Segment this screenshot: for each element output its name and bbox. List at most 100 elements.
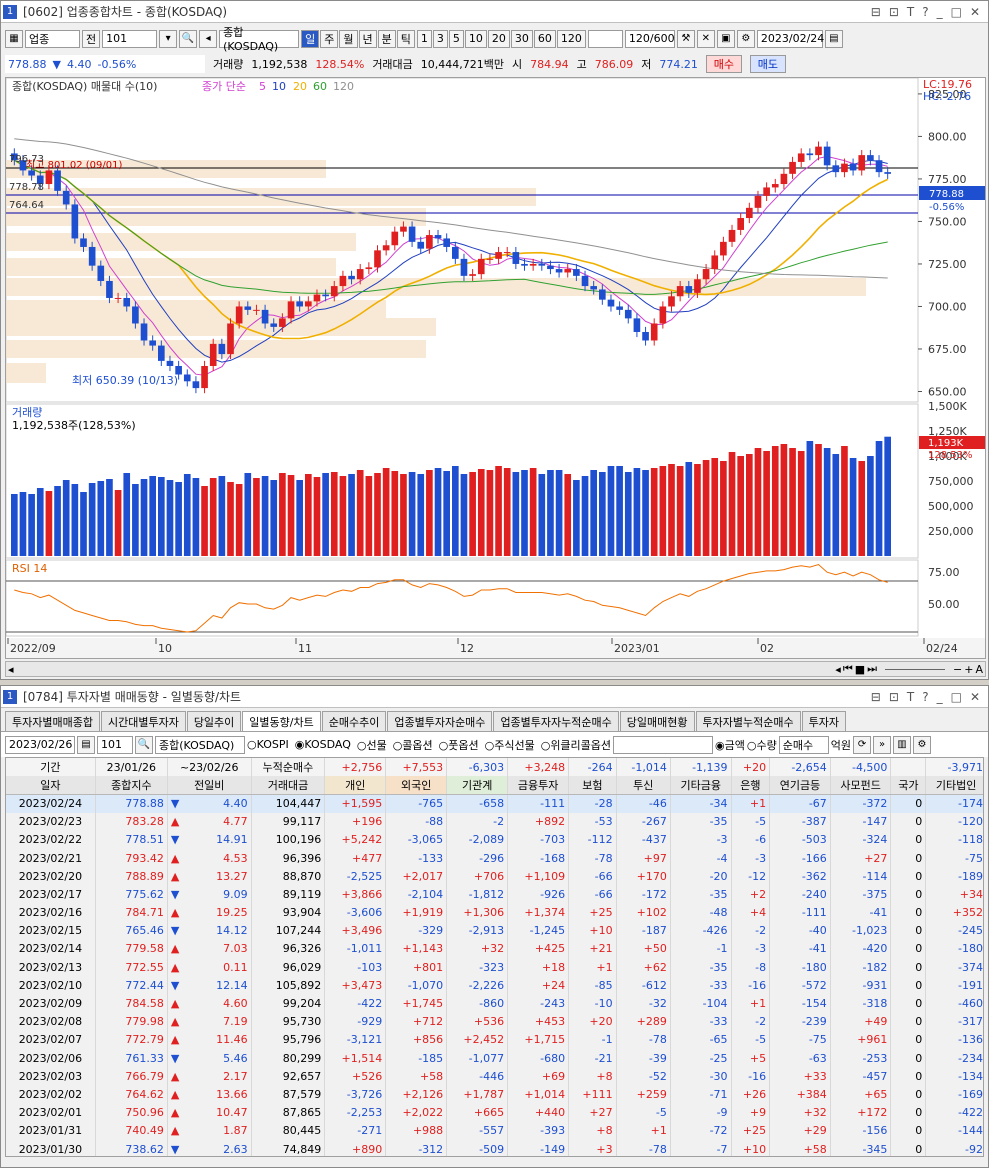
dropdown-icon[interactable]: ▾ [159,29,178,48]
table-row[interactable]: 2023/02/07 772.79 ▲ 11.46 95,796 -3,121 +856 +2… [6,1030,983,1049]
flow-tab[interactable]: 투자자별매매종합 [5,711,100,731]
table-row[interactable]: 2023/02/14 779.58 ▲ 7.03 96,326 -1,011 +1,143 +… [6,939,983,959]
cursor-icon[interactable]: ✕ [696,29,715,48]
link-icon[interactable]: ⊟ [870,689,881,704]
column-header[interactable]: 일자 [6,776,96,795]
period-button[interactable]: 월 [339,29,358,48]
chart-scrollbar[interactable]: ◂ ◂ ⏮ ■ ⏭ − + A [5,661,986,677]
flow-tab[interactable]: 투자자별누적순매수 [695,711,801,731]
table-row[interactable]: 2023/02/21 793.42 ▲ 4.53 96,396 +477 -133 -296-… [6,848,983,868]
minimize-icon[interactable]: _ [936,689,943,704]
table-row[interactable]: 2023/02/08 779.98 ▲ 7.19 95,730 -929 +712 +536 +… [6,1012,983,1031]
flow-tab[interactable]: 당일추이 [186,711,242,731]
minute-button[interactable]: 3 [432,29,448,48]
flow-tab[interactable]: 당일매매현황 [619,711,695,731]
table-row[interactable]: 2023/02/23 783.28 ▲ 4.77 99,117 +196 -88 -2 +892… [6,812,983,831]
next-page-icon[interactable]: » [873,735,892,754]
tool-icon[interactable]: ⚒ [676,29,695,48]
table-row[interactable]: 2023/02/24 778.88 ▼ 4.40 104,447 +1,595 -765 -6… [6,794,983,813]
period-button[interactable]: 일 [301,29,320,48]
market-radio[interactable]: ○KOSPI [247,738,289,751]
market-radio[interactable]: ○콜옵션 [392,738,433,752]
all-button[interactable]: 전 [82,29,101,48]
close-icon[interactable]: ✕ [969,689,980,704]
period-button[interactable]: 주 [320,29,339,48]
gear-icon[interactable]: ⚙ [736,29,755,48]
period-button[interactable]: 년 [358,29,377,48]
minute-button[interactable]: 120 [556,29,586,48]
mode-select[interactable]: 순매수 [778,735,829,754]
chart-icon[interactable]: ▥ [893,735,912,754]
minute-button[interactable]: 1 [416,29,432,48]
sector-select[interactable]: 업종 [25,29,80,48]
table-row[interactable]: 2023/01/31 740.49 ▲ 1.87 80,445 -271 +988 -557-… [6,1121,983,1140]
market-radio[interactable]: ○위클리콜옵션 [540,738,612,752]
flow-tab[interactable]: 일별동향/차트 [242,711,321,731]
sell-button[interactable]: 매도 [749,55,786,73]
column-header[interactable]: 외국인 [385,776,448,795]
column-header[interactable]: 국가 [890,776,927,795]
flow-date-input[interactable]: 2023/02/26 [5,735,75,754]
flow-tab[interactable]: 시간대별투자자 [100,711,186,731]
search-icon[interactable]: 🔍 [135,735,153,754]
calendar-icon[interactable]: ▤ [77,735,95,754]
amount-radio[interactable]: ◉금액 [715,738,745,752]
column-header[interactable]: 종합지수 [95,776,168,795]
flow-tab[interactable]: 업종별투자자순매수 [387,711,493,731]
first-icon[interactable]: ⏮ [842,662,853,675]
table-row[interactable]: 2023/02/10 772.44 ▼ 12.14 105,892 +3,473 -1,07… [6,976,983,995]
table-row[interactable]: 2023/02/02 764.62 ▲ 13.66 87,579 -3,726 +2,126… [6,1085,983,1104]
flow-tab[interactable]: 업종별투자자누적순매수 [493,711,619,731]
market-radio[interactable]: ◉KOSDAQ [294,738,351,751]
buy-button[interactable]: 매수 [705,55,742,73]
minute-button[interactable]: 30 [510,29,533,48]
table-row[interactable]: 2023/02/17 775.62 ▼ 9.09 89,119 +3,866 -2,104-… [6,885,983,904]
cumulative-cell[interactable]: ~23/02/26 [167,758,252,777]
sound-icon[interactable]: ◂ [199,29,218,48]
chart-area[interactable]: 825.00 800.00 775.00 750.00 725.00 700.00 675.… [5,77,986,659]
flow-tab[interactable]: 순매수추이 [321,711,387,731]
minute-button[interactable]: 5 [448,29,464,48]
close-icon[interactable]: ✕ [969,4,980,19]
table-row[interactable]: 2023/02/06 761.33 ▼ 5.46 80,299 +1,514 -185 -1,… [6,1049,983,1068]
market-radio[interactable]: ○주식선물 [484,738,535,752]
column-header[interactable]: 투신 [616,776,671,795]
window-icon[interactable]: ⊡ [888,689,899,704]
code-input[interactable]: 101 [102,29,158,48]
count-select[interactable] [587,29,623,48]
market-select[interactable] [613,735,714,754]
minute-button[interactable]: 10 [464,29,487,48]
minute-button[interactable]: 60 [533,29,556,48]
font-icon[interactable]: T [906,689,915,704]
table-row[interactable]: 2023/02/22 778.51 ▼ 14.91 100,196 +5,242 -3,06… [6,830,983,849]
period-button[interactable]: 분 [377,29,396,48]
count-field[interactable]: 120/600 [624,29,675,48]
refresh-icon[interactable]: ⟳ [853,735,872,754]
table-row[interactable]: 2023/02/15 765.46 ▼ 14.12 107,244 +3,496 -329-… [6,921,983,940]
gear-icon[interactable]: ⚙ [913,735,932,754]
flow-code-input[interactable]: 101 [97,735,133,754]
zoom-in-icon[interactable]: + [964,662,974,676]
table-row[interactable]: 2023/02/09 784.58 ▲ 4.60 99,204 -422 +1,745 -86… [6,994,983,1013]
table-row[interactable]: 2023/02/03 766.79 ▲ 2.17 92,657 +526 +58 -446 +6… [6,1067,983,1086]
flow-tab[interactable]: 투자자 [801,711,846,731]
table-row[interactable]: 2023/02/16 784.71 ▲ 19.25 93,904 -3,606 +1,919… [6,903,983,922]
chart-svg[interactable]: 825.00 800.00 775.00 750.00 725.00 700.00 675.… [6,78,985,658]
column-header[interactable]: 전일비 [167,776,252,795]
next-icon[interactable]: ⏭ [867,662,878,675]
stop-icon[interactable]: ■ [854,662,866,676]
table-row[interactable]: 2023/02/01 750.96 ▲ 10.47 87,865 -2,253 +2,022… [6,1103,983,1122]
maximize-icon[interactable]: □ [950,689,962,704]
market-radio[interactable]: ○풋옵션 [438,738,479,752]
column-header[interactable]: 은행 [731,776,771,795]
column-header[interactable]: 거래대금 [251,776,326,795]
search-icon[interactable]: 🔍 [179,29,198,48]
zoom-out-icon[interactable]: − [953,662,963,676]
column-header[interactable]: 기타법인 [925,776,983,795]
market-radio[interactable]: ○선물 [356,738,387,752]
table-row[interactable]: 2023/02/13 772.55 ▲ 0.11 96,029 -103 +801 -323 +… [6,958,983,977]
date-input[interactable]: 2023/02/24 [756,29,824,48]
table-row[interactable]: 2023/01/30 738.62 ▼ 2.63 74,849 +890 -312 -509-… [6,1139,983,1156]
help-icon[interactable]: ? [922,4,929,19]
save-icon[interactable]: ▣ [716,29,735,48]
